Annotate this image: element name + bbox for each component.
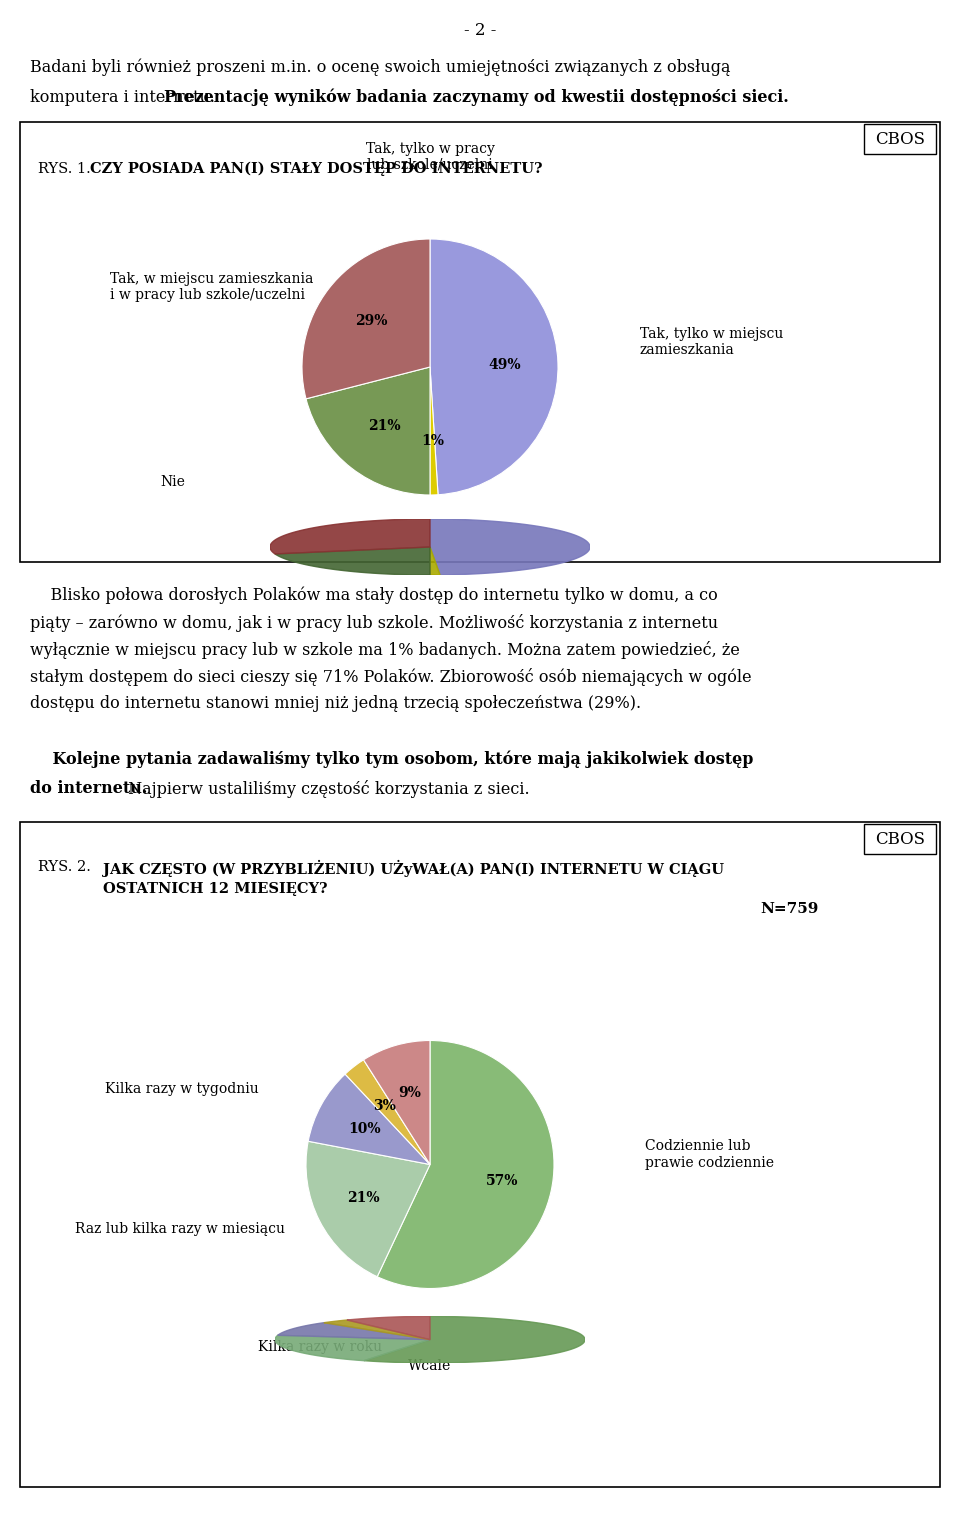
Bar — [864, 124, 936, 154]
Text: Kolejne pytania zadawaliśmy tylko tym osobom, które mają jakikolwiek dostęp: Kolejne pytania zadawaliśmy tylko tym os… — [30, 750, 754, 767]
Text: 10%: 10% — [348, 1122, 381, 1136]
Text: 1%: 1% — [420, 435, 444, 449]
Polygon shape — [430, 520, 590, 575]
Bar — [20, 822, 940, 1486]
Polygon shape — [270, 520, 430, 553]
Polygon shape — [275, 547, 430, 575]
Bar — [864, 824, 936, 855]
Wedge shape — [345, 1061, 430, 1165]
Text: JAK CZĘSTO (W PRZYBLIŻENIU) UŻyWAŁ(A) PAN(I) INTERNETU W CIĄGU: JAK CZĘSTO (W PRZYBLIŻENIU) UŻyWAŁ(A) PA… — [103, 861, 724, 878]
Text: dostępu do internetu stanowi mniej niż jedną trzecią społeczeństwa (29%).: dostępu do internetu stanowi mniej niż j… — [30, 695, 641, 712]
Text: wyłącznie w miejscu pracy lub w szkole ma 1% badanych. Można zatem powiedzieć, ż: wyłącznie w miejscu pracy lub w szkole m… — [30, 641, 740, 659]
Text: - 2 -: - 2 - — [464, 22, 496, 38]
Text: 49%: 49% — [488, 358, 520, 372]
Text: piąty – zarówno w domu, jak i w pracy lub szkole. Możliwość korzystania z intern: piąty – zarówno w domu, jak i w pracy lu… — [30, 613, 718, 632]
Text: 21%: 21% — [348, 1191, 380, 1205]
Text: Codziennie lub
prawie codziennie: Codziennie lub prawie codziennie — [645, 1139, 774, 1170]
Polygon shape — [324, 1320, 430, 1340]
Text: do internetu.: do internetu. — [30, 779, 148, 798]
Text: CBOS: CBOS — [875, 131, 925, 148]
Text: OSTATNICH 12 MIESIĘCY?: OSTATNICH 12 MIESIĘCY? — [103, 882, 327, 896]
Text: Raz lub kilka razy w miesiącu: Raz lub kilka razy w miesiącu — [75, 1222, 285, 1236]
Polygon shape — [275, 1336, 430, 1360]
Text: RYS. 2.: RYS. 2. — [38, 861, 105, 875]
Wedge shape — [377, 1041, 554, 1288]
Polygon shape — [277, 1323, 430, 1340]
Text: Nie: Nie — [160, 475, 185, 489]
Text: CBOS: CBOS — [875, 830, 925, 847]
Wedge shape — [364, 1041, 430, 1165]
Text: 21%: 21% — [369, 418, 401, 432]
Wedge shape — [430, 367, 438, 495]
Text: Tak, tylko w miejscu
zamieszkania: Tak, tylko w miejscu zamieszkania — [640, 327, 783, 357]
Wedge shape — [308, 1074, 430, 1165]
Polygon shape — [430, 547, 440, 575]
Text: 9%: 9% — [397, 1087, 420, 1100]
Wedge shape — [430, 238, 558, 495]
Text: 3%: 3% — [373, 1099, 396, 1113]
Text: RYS. 1.: RYS. 1. — [38, 161, 95, 177]
Text: CZY POSIADA PAN(I) STAŁY DOSTĘP DO INTERNETU?: CZY POSIADA PAN(I) STAŁY DOSTĘP DO INTER… — [90, 161, 542, 177]
Text: 57%: 57% — [487, 1174, 518, 1188]
Wedge shape — [306, 1142, 430, 1277]
Polygon shape — [364, 1316, 585, 1363]
Text: Tak, tylko w pracy
lub szkole/uczelni: Tak, tylko w pracy lub szkole/uczelni — [366, 141, 494, 172]
Text: N=759: N=759 — [760, 902, 818, 916]
Bar — [20, 121, 940, 563]
Text: Wcale: Wcale — [408, 1360, 451, 1374]
Wedge shape — [302, 238, 430, 398]
Polygon shape — [347, 1316, 430, 1340]
Wedge shape — [306, 367, 430, 495]
Text: stałym dostępem do sieci cieszy się 71% Polaków. Zbiorowość osób niemających w o: stałym dostępem do sieci cieszy się 71% … — [30, 669, 752, 686]
Text: Kilka razy w roku: Kilka razy w roku — [258, 1340, 382, 1354]
Text: komputera i internetu.: komputera i internetu. — [30, 89, 220, 106]
Text: Blisko połowa dorosłych Polaków ma stały dostęp do internetu tylko w domu, a co: Blisko połowa dorosłych Polaków ma stały… — [30, 587, 718, 604]
Text: 29%: 29% — [355, 315, 388, 329]
Text: Prezentację wyników badania zaczynamy od kwestii dostępności sieci.: Prezentację wyników badania zaczynamy od… — [164, 89, 789, 106]
Text: Badani byli również proszeni m.in. o ocenę swoich umiejętności związanych z obsł: Badani byli również proszeni m.in. o oce… — [30, 58, 731, 77]
Text: Kilka razy w tygodniu: Kilka razy w tygodniu — [105, 1082, 259, 1096]
Text: Najpierw ustaliliśmy częstość korzystania z sieci.: Najpierw ustaliliśmy częstość korzystani… — [123, 779, 530, 798]
Text: Tak, w miejscu zamieszkania
i w pracy lub szkole/uczelni: Tak, w miejscu zamieszkania i w pracy lu… — [110, 272, 313, 303]
